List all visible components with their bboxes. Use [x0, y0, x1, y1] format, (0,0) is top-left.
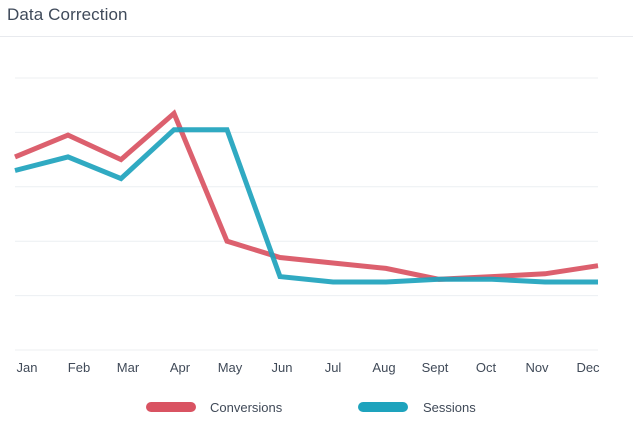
- series-lines: [14, 109, 599, 285]
- legend-label-conversions[interactable]: Conversions: [210, 400, 283, 415]
- series-line-sessions[interactable]: [14, 127, 598, 285]
- legend: Conversions Sessions: [146, 400, 476, 415]
- x-tick-label: Mar: [117, 360, 140, 375]
- x-tick-label: Dec: [576, 360, 600, 375]
- gridlines: [15, 77, 598, 351]
- x-axis-ticks: Jan Feb Mar Apr May Jun Jul Aug Sept Oct Nov Dec: [17, 360, 601, 375]
- x-tick-label: Nov: [525, 360, 549, 375]
- chart-header: Data Correction: [0, 0, 633, 37]
- x-tick-label: Sept: [422, 360, 449, 375]
- x-tick-label: Jul: [325, 360, 342, 375]
- x-tick-label: Apr: [170, 360, 191, 375]
- x-tick-label: May: [218, 360, 243, 375]
- x-tick-label: Jun: [272, 360, 293, 375]
- legend-label-sessions[interactable]: Sessions: [423, 400, 476, 415]
- chart-title: Data Correction: [7, 5, 128, 24]
- x-tick-label: Oct: [476, 360, 497, 375]
- series-line-conversions[interactable]: [14, 109, 599, 282]
- x-tick-label: Aug: [372, 360, 395, 375]
- x-tick-label: Feb: [68, 360, 90, 375]
- x-tick-label: Jan: [17, 360, 38, 375]
